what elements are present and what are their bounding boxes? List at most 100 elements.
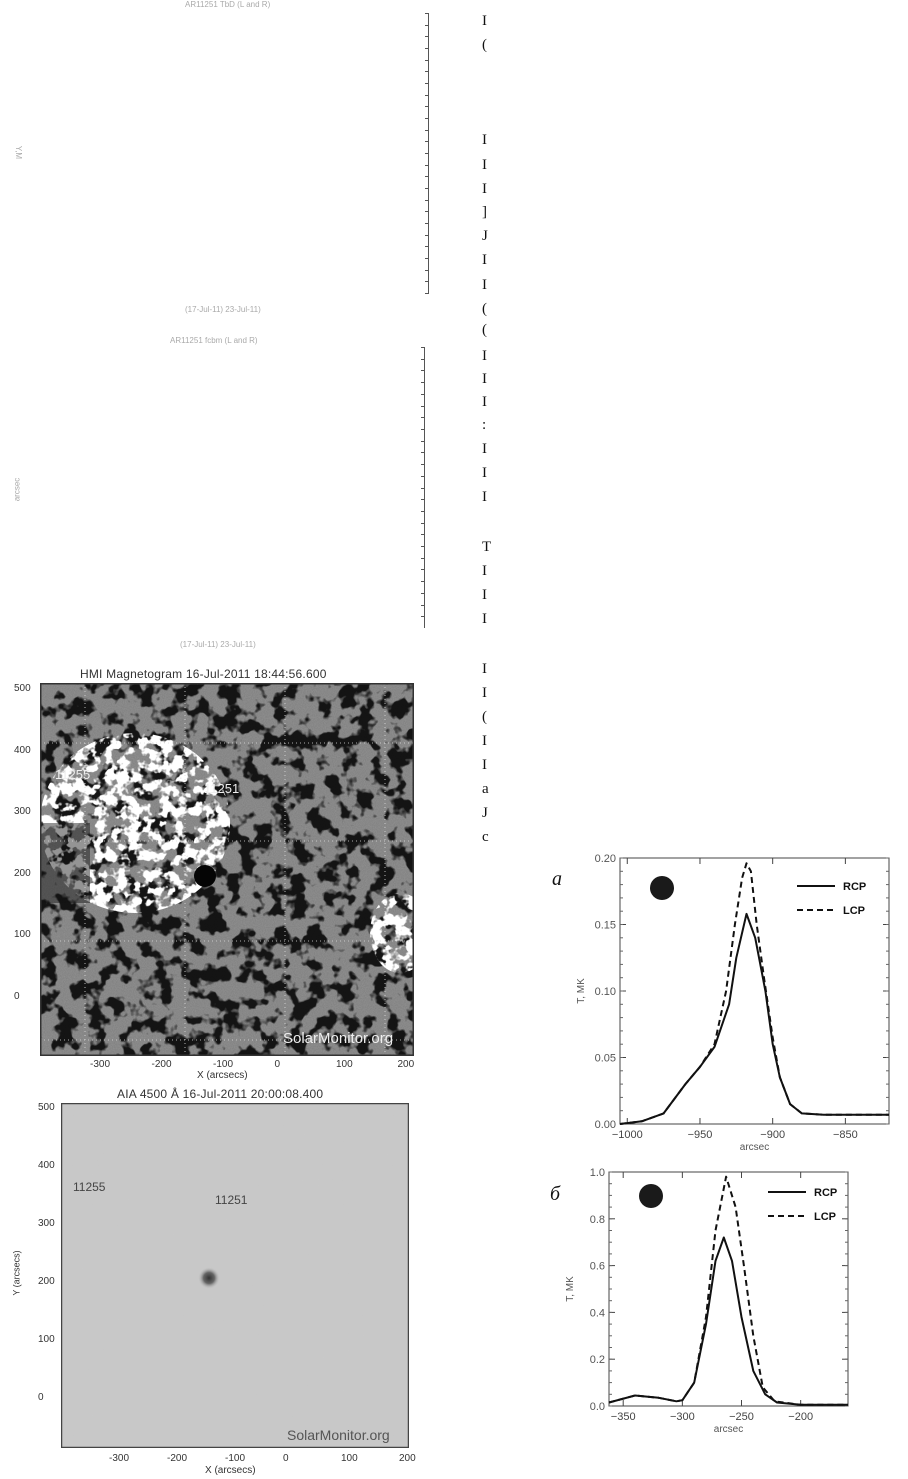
series-line-lcp — [608, 1175, 848, 1406]
text-fragment: I — [482, 394, 487, 410]
y-tick-label: 400 — [14, 744, 31, 756]
text-fragment: I — [482, 611, 487, 627]
x-tick-label: -100 — [213, 1059, 234, 1070]
aia-ylabel: Y (arcsecs) — [11, 1250, 22, 1296]
text-fragment: I — [482, 563, 487, 579]
axis-tick — [425, 129, 429, 131]
axis-tick — [425, 141, 429, 143]
x-tick-label: −300 — [670, 1411, 695, 1423]
text-fragment: I — [482, 465, 487, 481]
text-fragment: ] — [482, 204, 487, 220]
x-tick-label: 200 — [397, 1059, 415, 1070]
axis-tick — [425, 293, 429, 294]
axis-tick — [425, 118, 429, 119]
axis-tick — [425, 71, 429, 73]
aia-title: AIA 4500 Å 16-Jul-2011 20:00:08.400 — [117, 1087, 324, 1101]
y-tick-label: 1.0 — [590, 1167, 605, 1179]
x-tick-label: −900 — [760, 1129, 785, 1141]
axis-tick — [425, 223, 429, 224]
x-tick-label: -100 — [225, 1453, 246, 1464]
y-tick-label: 0.6 — [590, 1261, 605, 1273]
text-fragment: I — [482, 441, 487, 457]
axis-tick — [421, 592, 425, 594]
legend-label-rcp: RCP — [843, 881, 866, 893]
axis-tick — [421, 464, 425, 466]
x-axis-label: arcsec — [714, 1424, 743, 1435]
axis-tick — [425, 48, 429, 49]
axis-tick — [421, 358, 425, 360]
y-tick-label: 300 — [14, 806, 31, 817]
axis-tick — [421, 405, 425, 407]
text-fragment: I — [482, 13, 487, 29]
axis-tick — [421, 347, 425, 348]
y-tick-label: 0.0 — [590, 1401, 605, 1413]
y-tick-label: 0.15 — [595, 920, 616, 932]
axis-tick — [421, 475, 425, 477]
axis-tick — [425, 188, 429, 189]
axis-tick — [421, 604, 425, 606]
text-fragment: ( — [482, 709, 487, 725]
aia-watermark: SolarMonitor.org — [287, 1427, 390, 1443]
panel-label-b: б — [550, 1183, 561, 1205]
x-tick-label: −250 — [729, 1411, 754, 1423]
text-fragment: I — [482, 157, 487, 173]
y-tick-label: 100 — [14, 929, 31, 940]
legend-label-lcp: LCP — [843, 905, 865, 917]
text-fragment: ( — [482, 37, 487, 53]
y-axis-label: T, MK — [576, 978, 587, 1004]
chart-b: −350 −300 −250 −200 0.0 0.2 0.4 0.6 0.8 1.0 arcsec… — [565, 1167, 849, 1435]
x-axis-label: arcsec — [740, 1142, 769, 1153]
axis-tick — [425, 83, 429, 84]
axis-tick — [425, 246, 429, 248]
y-tick-label: 0 — [38, 1392, 44, 1403]
fig2-xlabel: (17-Jul-11) 23-Jul-11) — [180, 640, 256, 649]
text-fragment: c — [482, 829, 489, 845]
text-fragment: a — [482, 781, 489, 797]
text-fragment: I — [482, 181, 487, 197]
axis-tick — [421, 487, 425, 489]
magnetogram-watermark: SolarMonitor.org — [283, 1030, 394, 1047]
y-tick-label: 0.8 — [590, 1214, 605, 1226]
x-tick-label: 0 — [283, 1453, 289, 1464]
y-tick-label: 0.00 — [595, 1119, 616, 1131]
x-tick-label: −1000 — [612, 1129, 643, 1141]
magnetogram-title: HMI Magnetogram 16-Jul-2011 18:44:56.600 — [80, 667, 327, 681]
text-fragment: I — [482, 587, 487, 603]
y-axis-label: T, MK — [565, 1276, 576, 1302]
text-fragment: I — [482, 277, 487, 293]
text-fragment: : — [482, 417, 487, 433]
axis-tick — [421, 440, 425, 442]
text-fragment: I — [482, 733, 487, 749]
axis-tick — [421, 569, 425, 571]
y-tick-label: 0.2 — [590, 1354, 605, 1366]
fig1-right-axis — [425, 13, 429, 294]
text-fragment: I — [482, 348, 487, 364]
aia-image — [61, 1103, 409, 1448]
axis-tick — [425, 281, 429, 283]
axis-tick — [425, 153, 429, 154]
magnetogram-label-11255: 11255 — [55, 767, 91, 782]
y-tick-label: 0.05 — [595, 1053, 616, 1065]
legend-label-rcp: RCP — [814, 1187, 837, 1199]
x-tick-label: −850 — [833, 1129, 858, 1141]
plot-frame — [608, 1171, 849, 1407]
x-tick-label: -300 — [90, 1059, 111, 1070]
axis-tick — [425, 234, 429, 236]
y-tick-label: 200 — [38, 1276, 55, 1287]
x-tick-label: -300 — [109, 1453, 130, 1464]
x-tick-label: −950 — [688, 1129, 713, 1141]
axis-tick — [421, 581, 425, 583]
axis-tick — [421, 616, 425, 618]
y-tick-label: 100 — [38, 1334, 55, 1345]
axis-tick — [421, 522, 425, 524]
axis-tick — [421, 428, 425, 430]
fig1-ylabel: Y,M — [14, 145, 24, 160]
text-fragment: T — [482, 539, 492, 555]
axis-tick — [425, 269, 429, 271]
text-fragment: I — [482, 252, 487, 268]
x-tick-label: 100 — [336, 1059, 353, 1070]
text-fragment: I — [482, 757, 487, 773]
text-fragment: I — [482, 489, 487, 505]
axis-tick — [421, 557, 425, 559]
x-tick-label: 200 — [399, 1453, 416, 1464]
